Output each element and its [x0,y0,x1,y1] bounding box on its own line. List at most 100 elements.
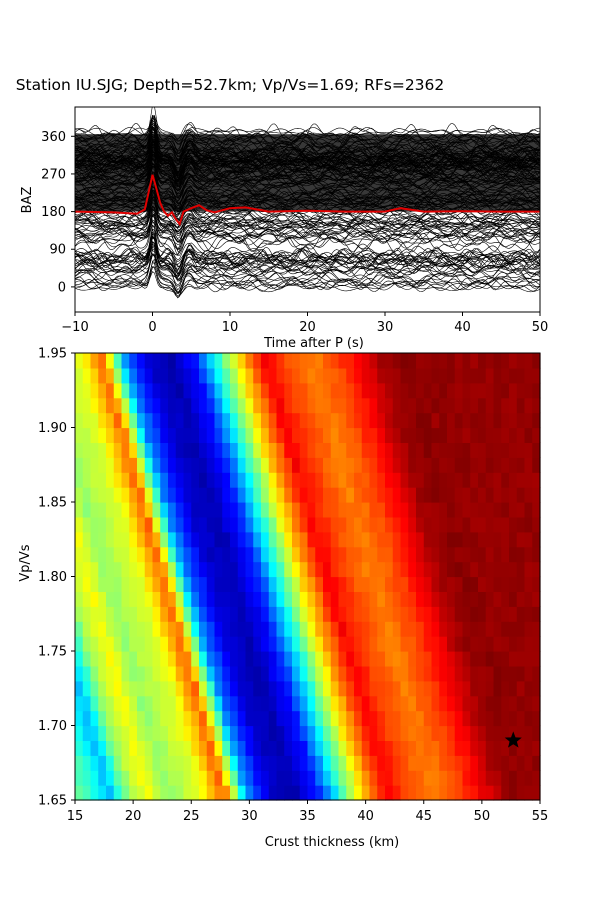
heatmap-cell [454,412,464,429]
heatmap-cell [222,651,231,667]
heatmap-cell [90,651,99,667]
heatmap-cell [214,651,223,667]
heatmap-cell [144,636,154,652]
heatmap-cell [168,367,177,384]
heatmap-cell [237,710,247,727]
hk-stack-panel: 15 20 25 30 35 40 45 50 55 1.651.701.751.801.851… [18,347,548,851]
heatmap-cell [230,725,239,741]
heatmap-cell [160,680,169,697]
heatmap-cell [82,353,92,369]
heatmap-cell [454,397,464,414]
heatmap-cell [206,516,216,533]
heatmap-cell [532,472,541,488]
heatmap-cell [400,725,409,741]
heatmap-cell [524,531,533,548]
heatmap-cell [82,397,92,414]
heatmap-cell [377,546,386,563]
heatmap-cell [338,457,347,473]
heatmap-cell [152,665,161,682]
heatmap-cell [361,665,371,682]
heatmap-cell [338,710,347,727]
heatmap-cell [400,442,409,458]
heatmap-cell [532,487,541,503]
heatmap-cell [284,412,293,429]
heatmap-cell [361,695,371,712]
heatmap-cell [168,636,177,652]
heatmap-cell [470,606,479,622]
heatmap-cell [385,353,394,369]
heatmap-cell [423,353,433,369]
heatmap-cell [268,531,278,548]
bottom-y-axis-label: Vp/Vs [18,544,33,581]
heatmap-cell [98,397,107,414]
heatmap-cell [454,755,464,771]
heatmap-cell [137,382,146,399]
heatmap-cell [470,576,479,592]
heatmap-cell [447,740,456,756]
heatmap-cell [144,472,154,488]
heatmap-cell [206,382,216,399]
heatmap-cell [361,367,371,384]
heatmap-cell [416,770,425,786]
heatmap-cell [144,516,154,533]
heatmap-cell [113,472,123,488]
heatmap-cell [416,785,425,801]
heatmap-cell [416,606,425,622]
heatmap-cell [90,502,99,518]
heatmap-cell [315,606,324,622]
heatmap-cell [144,382,154,399]
heatmap-cell [330,397,340,414]
heatmap-cell [454,665,464,682]
heatmap-cell [307,770,316,786]
heatmap-cell [222,457,231,473]
heatmap-cell [268,621,278,637]
heatmap-cell [516,576,526,592]
heatmap-cell [346,636,355,652]
heatmap-cell [222,755,231,771]
heatmap-cell [121,442,130,458]
heatmap-cell [431,710,440,727]
heatmap-cell [245,353,254,369]
heatmap-cell [276,785,285,801]
heatmap-cell [160,710,169,727]
heatmap-cell [230,367,239,384]
heatmap-cell [315,412,324,429]
heatmap-cell [268,561,278,578]
heatmap-cell [509,353,518,369]
heatmap-cell [501,740,510,756]
heatmap-cell [292,755,301,771]
heatmap-cell [385,636,394,652]
heatmap-cell [346,487,355,503]
heatmap-cell [261,531,270,548]
heatmap-cell [168,725,177,741]
heatmap-cell [416,472,425,488]
heatmap-cell [454,651,464,667]
heatmap-cell [214,680,223,697]
heatmap-cell [516,546,526,563]
heatmap-cell [284,487,293,503]
heatmap-cell [206,487,216,503]
heatmap-cell [137,695,146,712]
heatmap-cell [470,636,479,652]
heatmap-cell [423,487,433,503]
heatmap-cell [82,680,92,697]
heatmap-cell [501,367,510,384]
heatmap-cell [509,665,518,682]
heatmap-cell [307,561,316,578]
heatmap-cell [75,531,84,548]
heatmap-cell [330,561,340,578]
heatmap-cell [385,561,394,578]
heatmap-cell [478,472,487,488]
heatmap-cell [144,785,154,801]
heatmap-cell [261,725,270,741]
heatmap-cell [276,561,285,578]
heatmap-cell [168,531,177,548]
heatmap-cell [532,353,541,369]
heatmap-cell [485,546,495,563]
heatmap-cell [509,785,518,801]
heatmap-cell [423,382,433,399]
heatmap-cell [98,412,107,429]
heatmap-cell [129,770,138,786]
heatmap-cell [253,561,262,578]
heatmap-cell [121,472,130,488]
